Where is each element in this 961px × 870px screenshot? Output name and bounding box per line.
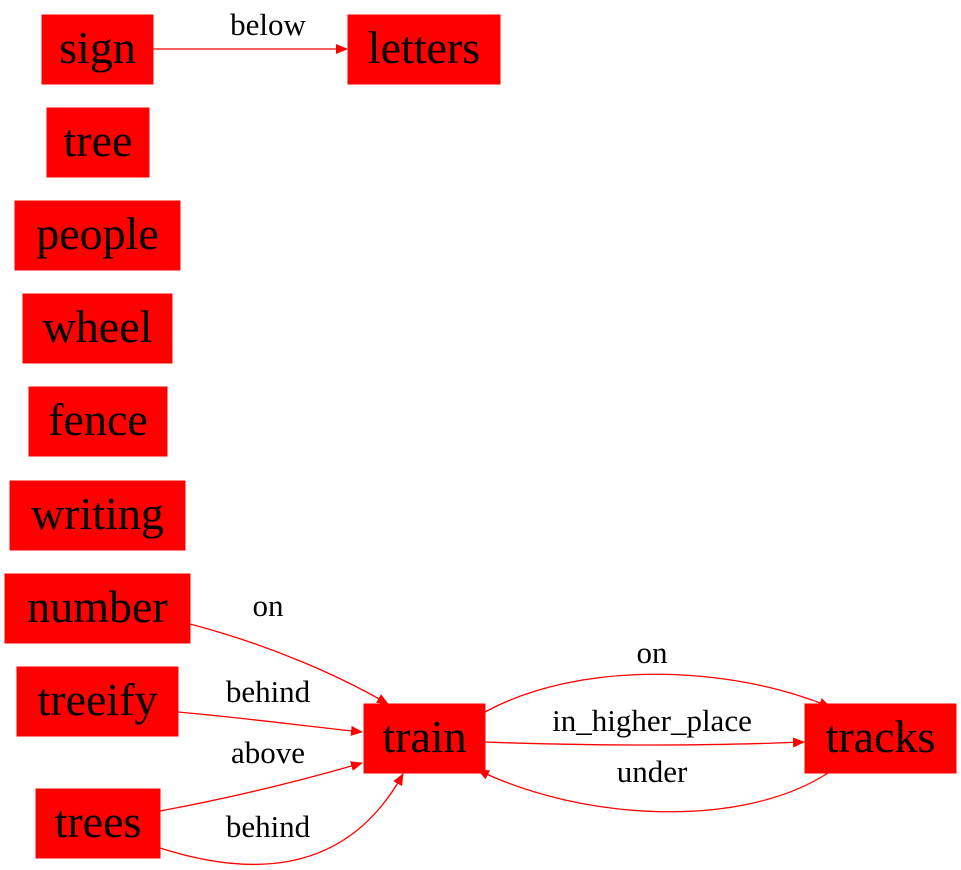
node-letters-label: letters bbox=[368, 22, 480, 73]
node-wheel-label: wheel bbox=[43, 301, 153, 352]
node-people-label: people bbox=[36, 208, 159, 259]
node-tree: tree bbox=[46, 107, 150, 178]
node-sign: sign bbox=[41, 14, 154, 85]
edge-number-on-train: on bbox=[189, 588, 389, 705]
edge-treeify-behind-train: behind bbox=[177, 674, 363, 736]
node-tracks: tracks bbox=[804, 703, 957, 774]
node-tree-label: tree bbox=[64, 115, 133, 166]
edge-label-in-higher-place: in_higher_place bbox=[552, 703, 752, 738]
edge-label-above: above bbox=[231, 735, 305, 770]
node-people: people bbox=[14, 200, 181, 271]
edge-label-on-2: on bbox=[637, 635, 669, 670]
node-number: number bbox=[4, 573, 191, 644]
node-trees: trees bbox=[35, 788, 161, 859]
edge-label-behind: behind bbox=[226, 674, 311, 709]
node-train-label: train bbox=[382, 711, 466, 762]
edge-label-on: on bbox=[253, 588, 285, 623]
edge-train-on-tracks: on bbox=[484, 635, 831, 713]
node-fence: fence bbox=[28, 386, 168, 457]
node-trees-label: trees bbox=[55, 796, 142, 847]
edge-label-below: below bbox=[230, 7, 306, 42]
edge-sign-below-letters: below bbox=[153, 7, 348, 54]
edge-train-in-higher-place-tracks: in_higher_place bbox=[484, 703, 805, 748]
node-writing-label: writing bbox=[31, 488, 164, 539]
node-sign-label: sign bbox=[59, 22, 136, 73]
node-writing: writing bbox=[9, 480, 186, 551]
node-treeify: treeify bbox=[16, 666, 179, 737]
edge-label-behind-2: behind bbox=[226, 809, 311, 844]
node-train: train bbox=[363, 703, 486, 774]
node-letters: letters bbox=[347, 14, 501, 85]
node-fence-label: fence bbox=[48, 394, 148, 445]
edge-trees-behind-train: behind bbox=[159, 773, 404, 866]
edge-label-under: under bbox=[617, 754, 688, 789]
node-number-label: number bbox=[27, 581, 168, 632]
edge-trees-above-train: above bbox=[159, 735, 363, 812]
node-wheel: wheel bbox=[22, 293, 173, 364]
edge-tracks-under-train: under bbox=[477, 754, 829, 813]
node-treeify-label: treeify bbox=[37, 674, 157, 725]
node-tracks-label: tracks bbox=[826, 711, 936, 762]
